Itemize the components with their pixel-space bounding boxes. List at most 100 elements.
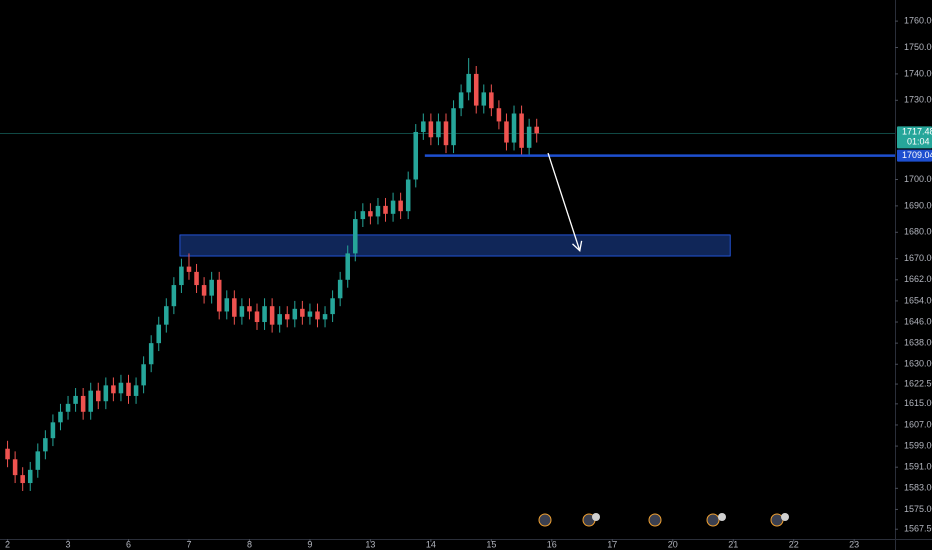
candle-body bbox=[5, 448, 10, 460]
candle bbox=[458, 84, 464, 117]
candle bbox=[96, 382, 101, 410]
candle bbox=[284, 306, 290, 328]
y-tick-label: 1575.00 bbox=[904, 504, 932, 514]
candle-body bbox=[148, 343, 154, 365]
y-tick-label: 1670.00 bbox=[904, 253, 932, 263]
candle bbox=[141, 356, 146, 394]
candle bbox=[360, 203, 366, 228]
candle bbox=[80, 388, 86, 420]
candle bbox=[375, 197, 381, 225]
candle bbox=[519, 105, 524, 156]
candle bbox=[443, 113, 449, 154]
candle bbox=[262, 298, 267, 330]
candle bbox=[50, 414, 56, 447]
candle-body bbox=[20, 475, 25, 484]
candle bbox=[300, 300, 305, 325]
candle bbox=[277, 306, 282, 333]
candle-body bbox=[398, 200, 403, 212]
candle bbox=[504, 113, 509, 151]
y-tick-label: 1591.00 bbox=[904, 462, 932, 472]
candle-body bbox=[126, 382, 131, 396]
y-tick-label: 1760.00 bbox=[904, 15, 932, 25]
candle bbox=[489, 84, 494, 117]
candle bbox=[421, 113, 426, 140]
candle bbox=[481, 84, 487, 114]
candle bbox=[103, 377, 109, 410]
y-tick-label: 1622.50 bbox=[904, 378, 932, 388]
y-tick-label: 1567.50 bbox=[904, 524, 932, 534]
candle bbox=[186, 253, 192, 280]
candle-body bbox=[209, 279, 214, 296]
level-box bbox=[897, 149, 932, 162]
y-tick-label: 1615.00 bbox=[904, 398, 932, 408]
candle bbox=[156, 316, 162, 352]
x-tick-label: 8 bbox=[247, 539, 252, 549]
candle bbox=[368, 203, 373, 225]
candle-body bbox=[232, 298, 237, 317]
x-tick-label: 20 bbox=[668, 539, 678, 549]
candle-body bbox=[413, 131, 419, 180]
candle bbox=[451, 100, 456, 154]
candle bbox=[254, 303, 260, 330]
candle bbox=[337, 271, 343, 307]
candle bbox=[398, 192, 403, 220]
candle bbox=[179, 258, 184, 293]
candle-body bbox=[481, 92, 487, 106]
candle-body bbox=[292, 308, 298, 320]
candle-body bbox=[489, 92, 494, 109]
candle-body bbox=[322, 314, 328, 320]
candle bbox=[209, 271, 214, 304]
candle-body bbox=[466, 73, 471, 93]
candle-body bbox=[201, 285, 207, 296]
x-tick-label: 15 bbox=[486, 539, 496, 549]
candle-body bbox=[277, 314, 282, 325]
candle-body bbox=[473, 73, 479, 106]
candle bbox=[12, 451, 18, 484]
candle-body bbox=[315, 311, 320, 320]
candle bbox=[126, 374, 131, 404]
candle-body bbox=[511, 113, 517, 143]
candle-body bbox=[307, 311, 313, 317]
y-tick-label: 1680.00 bbox=[904, 227, 932, 237]
candle-body bbox=[179, 266, 184, 286]
candle-body bbox=[443, 121, 449, 146]
candle-body bbox=[164, 306, 169, 325]
candle-body bbox=[534, 126, 539, 134]
candle-body bbox=[111, 385, 116, 394]
candle-body bbox=[65, 403, 71, 412]
candle bbox=[201, 277, 207, 304]
candle-body bbox=[118, 382, 124, 394]
candle bbox=[20, 467, 25, 491]
candle-body bbox=[383, 205, 388, 214]
candle bbox=[65, 395, 71, 420]
candle bbox=[390, 192, 396, 222]
candle-body bbox=[73, 395, 78, 404]
candle bbox=[526, 118, 532, 156]
event-icon bbox=[706, 513, 720, 527]
candle-body bbox=[300, 308, 305, 317]
y-tick-label: 1750.00 bbox=[904, 42, 932, 52]
y-tick-label: 1700.00 bbox=[904, 174, 932, 184]
candle-body bbox=[156, 324, 162, 344]
candle-body bbox=[254, 311, 260, 323]
x-tick-label: 23 bbox=[849, 539, 859, 549]
arrow-head bbox=[572, 240, 583, 253]
candle-body bbox=[284, 314, 290, 320]
candle bbox=[216, 271, 222, 320]
x-tick-label: 2 bbox=[5, 539, 10, 549]
event-icon bbox=[648, 513, 662, 527]
candle bbox=[171, 277, 177, 315]
candle-body bbox=[141, 364, 146, 386]
candle bbox=[496, 100, 502, 130]
arrow-shaft bbox=[547, 152, 581, 251]
last-price-box bbox=[897, 126, 932, 149]
x-tick-label: 9 bbox=[307, 539, 312, 549]
candle-body bbox=[519, 113, 524, 148]
candle-body bbox=[451, 108, 456, 146]
y-tick-label: 1607.00 bbox=[904, 419, 932, 429]
candle bbox=[111, 377, 116, 402]
candle-body bbox=[58, 411, 63, 423]
candle-body bbox=[216, 279, 222, 312]
x-tick-label: 14 bbox=[426, 539, 436, 549]
